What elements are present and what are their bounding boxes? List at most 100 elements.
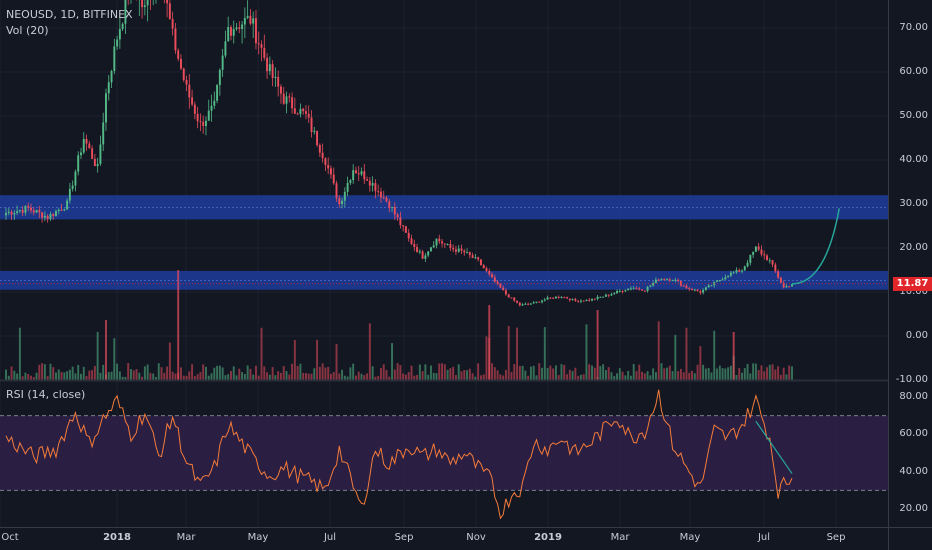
volume-bar [638, 364, 641, 380]
candle-body [282, 93, 285, 104]
rsi-band [0, 415, 888, 491]
candle-body [727, 275, 730, 278]
volume-bar [696, 364, 699, 380]
volume-bar [457, 364, 460, 380]
volume-bar [754, 363, 757, 380]
volume-bar [666, 367, 668, 380]
candle-body [610, 294, 613, 296]
candle-body [227, 26, 230, 42]
volume-bar [727, 367, 730, 380]
candle-body [424, 255, 427, 259]
candlesticks [5, 0, 793, 307]
candle-body [238, 27, 241, 29]
candle-body [568, 298, 571, 301]
volume-bar [507, 326, 510, 380]
time-tick-label: 2018 [103, 532, 131, 543]
volume-bar [216, 365, 219, 380]
candle-body [707, 285, 710, 288]
candle-body [785, 286, 788, 288]
volume-bar [385, 369, 388, 380]
volume-bar [777, 366, 780, 380]
candle-body [685, 285, 688, 289]
volume-bar [502, 375, 505, 380]
candle-body [754, 246, 757, 252]
candle-body [513, 297, 516, 301]
volume-bar [182, 375, 185, 380]
candle-body [696, 289, 699, 292]
volume-bar [782, 367, 785, 380]
volume-bar [13, 370, 16, 380]
volume-bar [774, 369, 777, 380]
volume-bar [288, 374, 291, 380]
volume-bar [707, 367, 710, 380]
volume-bar [196, 374, 199, 380]
volume-bar [524, 370, 527, 380]
volume-bar [174, 373, 177, 380]
rsi-trendline [755, 420, 793, 474]
candle-body [368, 180, 371, 186]
candle-body [382, 197, 385, 199]
rsi-tick-label: 20.00 [899, 503, 928, 514]
candle-body [452, 247, 455, 250]
volume-bar [529, 366, 532, 380]
candle-body [146, 0, 149, 6]
candle-body [363, 171, 366, 180]
candle-body [702, 289, 705, 293]
volume-bar [627, 370, 630, 380]
volume-bar [152, 373, 155, 380]
candle-body [757, 246, 760, 250]
candle-body [13, 213, 16, 215]
candle-body [182, 68, 185, 80]
price-tick-label: 10.00 [899, 286, 928, 297]
volume-bar [285, 371, 288, 380]
time-tick-label: Mar [610, 532, 630, 543]
candle-body [602, 296, 605, 298]
volume-bar [702, 364, 705, 380]
time-tick-label: Jul [323, 532, 337, 543]
candle-body [307, 113, 310, 118]
candle-body [668, 279, 671, 281]
volume-bar [685, 327, 688, 380]
candle-body [541, 300, 544, 303]
volume-bar [679, 368, 682, 380]
volume-bar [80, 373, 82, 380]
candle-body [741, 270, 743, 272]
volume-bar [279, 372, 282, 380]
volume-bar [60, 372, 63, 380]
rsi-tick-label: 40.00 [899, 465, 928, 477]
candle-body [738, 269, 741, 272]
volume-bar [246, 365, 249, 380]
candle-body [191, 97, 194, 105]
volume-bar [238, 368, 241, 380]
candle-body [710, 285, 713, 287]
candle-body [721, 279, 724, 281]
candle-body [10, 211, 13, 215]
volume-bar [66, 371, 69, 380]
volume-bar [554, 365, 557, 380]
resistance-zones [0, 195, 888, 290]
candle-body [468, 252, 471, 256]
volume-bar [93, 365, 96, 380]
candle-body [302, 108, 305, 112]
volume-bar [543, 327, 546, 380]
candle-body [504, 290, 507, 295]
price-tick-label: 20.00 [899, 242, 928, 253]
candle-body [724, 277, 727, 280]
rsi-line [5, 389, 793, 520]
candle-body [199, 121, 202, 123]
candle-body [716, 280, 718, 282]
candle-body [166, 0, 169, 4]
candle-body [185, 79, 188, 85]
candle-body [624, 290, 627, 292]
volume-label: Vol (20) [6, 24, 49, 37]
volume-bar [5, 369, 7, 380]
candle-body [393, 207, 396, 215]
volume-bar [21, 376, 24, 380]
volume-bar [493, 367, 496, 380]
volume-bar [171, 371, 174, 380]
rsi-series-line [5, 389, 793, 520]
candle-body [52, 214, 55, 216]
volume-bar [466, 370, 469, 380]
volume-bar [610, 372, 613, 380]
